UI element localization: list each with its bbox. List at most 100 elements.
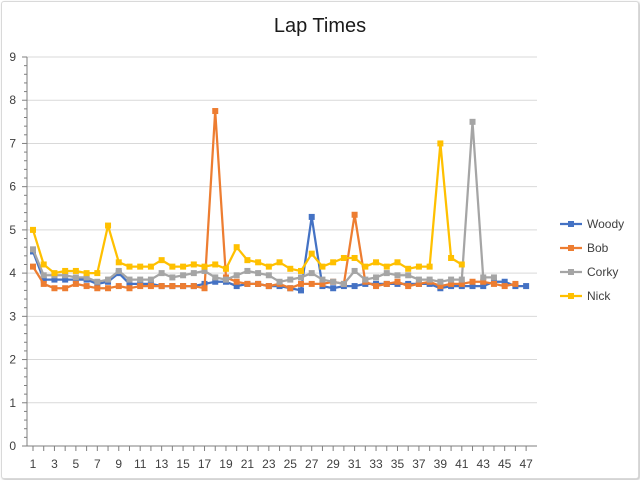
data-point-corky — [490, 274, 497, 281]
data-point-woody — [233, 283, 240, 290]
data-point-woody — [330, 285, 337, 292]
x-tick-label: 3 — [51, 457, 58, 471]
data-point-nick — [72, 267, 79, 274]
data-point-corky — [94, 278, 101, 285]
x-tick-label: 27 — [305, 457, 319, 471]
data-point-nick — [340, 254, 347, 261]
data-point-nick — [115, 259, 122, 266]
data-point-corky — [180, 272, 187, 279]
x-tick-label: 29 — [326, 457, 340, 471]
data-point-nick — [276, 259, 283, 266]
data-point-nick — [287, 265, 294, 272]
data-point-nick — [137, 263, 144, 270]
data-point-bob — [62, 285, 69, 292]
x-tick-label: 39 — [434, 457, 448, 471]
series-lines — [30, 108, 530, 294]
legend-label: Corky — [587, 265, 618, 279]
data-point-corky — [158, 270, 165, 277]
data-point-nick — [30, 226, 36, 233]
x-tick-label: 31 — [348, 457, 362, 471]
data-point-nick — [222, 265, 229, 272]
data-point-nick — [180, 263, 187, 270]
data-point-corky — [330, 278, 337, 285]
data-point-corky — [415, 276, 422, 283]
x-tick-label: 9 — [115, 457, 122, 471]
data-point-nick — [201, 263, 208, 270]
legend-label: Nick — [587, 289, 611, 303]
data-point-corky — [30, 246, 36, 253]
data-point-woody — [308, 213, 315, 220]
data-point-corky — [72, 274, 79, 281]
data-point-nick — [426, 263, 433, 270]
data-point-woody — [298, 287, 304, 294]
data-point-bob — [394, 278, 401, 285]
x-tick-label: 21 — [241, 457, 255, 471]
data-point-nick — [126, 263, 133, 270]
chart-title: Lap Times — [274, 15, 366, 37]
x-tick-label: 5 — [73, 457, 80, 471]
data-point-corky — [298, 274, 304, 281]
legend-label: Woody — [587, 217, 624, 231]
data-point-nick — [265, 263, 272, 270]
data-point-bob — [265, 283, 272, 290]
data-point-corky — [190, 270, 197, 277]
data-point-corky — [212, 274, 219, 281]
series-line-bob — [32, 109, 516, 290]
series-line-corky — [31, 120, 494, 286]
x-tick-label: 43 — [477, 457, 491, 471]
data-point-nick — [405, 265, 412, 272]
x-tick-label: 41 — [455, 457, 469, 471]
data-point-bob — [201, 285, 208, 292]
grid-lines — [27, 56, 537, 404]
data-point-bob — [180, 283, 187, 290]
data-point-corky — [340, 280, 347, 287]
data-point-bob — [40, 280, 47, 287]
data-point-nick — [330, 259, 337, 266]
x-tick-label: 35 — [391, 457, 405, 471]
data-point-corky — [115, 267, 122, 274]
legend-item-corky: Corky — [560, 265, 618, 279]
data-point-bob — [287, 285, 294, 292]
data-point-corky — [394, 272, 401, 279]
data-point-corky — [222, 276, 229, 283]
data-point-nick — [233, 244, 240, 251]
data-point-nick — [83, 270, 90, 277]
y-tick-label: 8 — [9, 93, 16, 107]
data-point-nick — [437, 140, 444, 147]
data-point-nick — [94, 270, 101, 277]
data-point-corky — [480, 274, 487, 281]
data-point-bob — [501, 283, 508, 290]
data-point-bob — [126, 285, 133, 292]
data-point-corky — [147, 276, 154, 283]
x-tick-label: 1 — [30, 457, 37, 471]
data-point-corky — [126, 276, 133, 283]
data-point-corky — [276, 278, 283, 285]
data-point-bob — [94, 285, 101, 292]
data-point-bob — [190, 283, 197, 290]
data-point-bob — [158, 283, 165, 290]
data-point-corky — [405, 272, 412, 279]
data-point-corky — [62, 272, 69, 279]
data-point-corky — [137, 276, 144, 283]
data-point-bob — [72, 280, 79, 287]
data-point-bob — [437, 283, 444, 290]
data-point-corky — [448, 276, 455, 283]
data-point-bob — [319, 280, 326, 287]
data-point-corky — [40, 272, 47, 279]
x-tick-label: 7 — [94, 457, 101, 471]
data-point-nick — [394, 259, 401, 266]
data-point-nick — [448, 254, 455, 261]
data-point-woody — [523, 283, 530, 290]
data-point-nick — [105, 222, 112, 229]
data-point-bob — [298, 280, 304, 287]
data-point-bob — [373, 283, 380, 290]
x-tick-label: 15 — [176, 457, 190, 471]
data-point-corky — [308, 270, 315, 277]
legend-label: Bob — [587, 241, 609, 255]
y-tick-label: 2 — [9, 353, 16, 367]
data-point-bob — [147, 283, 154, 290]
data-point-bob — [448, 280, 455, 287]
data-point-bob — [137, 283, 144, 290]
y-tick-label: 5 — [9, 223, 16, 237]
